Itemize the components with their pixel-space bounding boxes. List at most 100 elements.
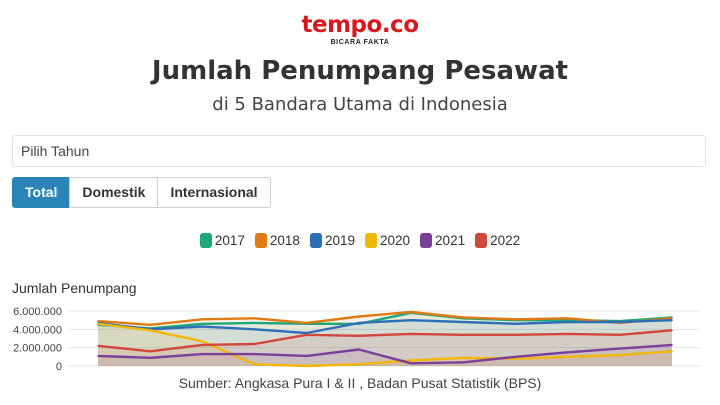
series-line-2019 [97,319,673,335]
data-point-2021 [671,344,673,346]
passenger-area-chart: 6.000.000 4.000.000 2.000.000 0 [13,306,700,370]
series-area-2020 [98,323,672,366]
data-point-2019 [410,319,412,321]
data-point-2019 [619,321,621,323]
legend-label: 2021 [435,233,466,248]
data-point-2018 [671,317,673,320]
legend-swatch [475,233,488,248]
data-point-2019 [201,325,204,328]
tab-internasional[interactable]: Internasional [157,177,271,208]
data-point-2022 [305,334,308,336]
data-point-2018 [97,320,99,322]
data-point-2022 [619,334,621,336]
legend-item-2020[interactable]: 2020 [365,233,410,248]
data-point-2021 [201,353,204,355]
y-tick-label: 6.000.000 [13,306,62,318]
data-point-2022 [201,344,204,346]
legend-label: 2020 [380,233,411,248]
data-point-2020 [305,365,308,367]
series-area-2021 [98,344,672,366]
data-point-2021 [97,355,99,357]
series-line-2021 [97,343,673,365]
y-tick-label: 4.000.000 [13,324,62,336]
legend-item-2022[interactable]: 2022 [475,233,520,248]
data-point-2020 [149,329,151,332]
data-point-2020 [358,363,360,365]
logo-text: tempo.co [301,12,420,38]
data-point-2018 [253,317,256,320]
data-point-2018 [358,315,360,318]
series-line-2017 [97,311,673,330]
chart-legend: 2017 2018 2019 2020 2021 2022 [0,233,720,248]
data-point-2019 [566,321,569,323]
data-point-2021 [566,351,569,354]
series-line-2020 [97,322,673,368]
data-point-2018 [566,317,569,320]
data-point-2018 [410,311,412,313]
data-point-2022 [253,343,256,345]
data-point-2021 [619,347,621,350]
data-point-2022 [514,334,517,336]
series-line-2022 [97,329,673,353]
data-point-2022 [149,350,151,353]
data-point-2018 [462,316,465,319]
data-point-2019 [253,328,256,331]
legend-swatch [420,233,433,248]
data-point-2020 [201,340,204,343]
y-tick-label: 0 [56,361,62,370]
legend-swatch [254,233,267,248]
data-point-2017 [201,323,204,325]
data-point-2020 [671,350,673,353]
data-point-2021 [305,355,308,357]
legend-item-2017[interactable]: 2017 [199,233,245,248]
series-line-2018 [97,310,673,326]
data-point-2018 [201,318,204,321]
legend-item-2021[interactable]: 2021 [420,233,465,248]
legend-swatch [199,233,212,248]
data-point-2021 [358,348,360,351]
data-point-2018 [514,318,517,321]
data-point-2020 [566,356,569,358]
data-point-2021 [253,353,256,355]
data-point-2019 [671,319,673,321]
legend-item-2018[interactable]: 2018 [254,233,300,248]
data-point-2019 [462,321,465,323]
data-point-2022 [97,345,99,347]
data-point-2022 [410,333,412,335]
legend-label: 2019 [324,233,355,248]
page-subtitle: di 5 Bandara Utama di Indonesia [212,94,508,115]
legend-swatch [365,233,377,248]
brand-logo[interactable]: tempo.co BICARA FAKTA [0,12,720,46]
data-point-2019 [514,323,517,325]
data-point-2019 [305,332,308,334]
data-point-2019 [358,322,360,324]
data-point-2020 [410,359,412,362]
y-axis-title: Jumlah Penumpang [12,280,137,296]
data-point-2018 [305,322,308,324]
data-point-2020 [514,357,517,360]
data-point-2020 [97,323,99,325]
legend-label: 2022 [490,233,521,248]
legend-label: 2018 [269,233,300,248]
source-note: Sumber: Angkasa Pura I & II , Badan Pusa… [178,375,542,391]
tab-domestik[interactable]: Domestik [69,177,159,208]
data-point-2022 [566,333,569,335]
data-point-2020 [253,363,256,365]
data-point-2020 [462,357,465,359]
data-point-2021 [462,361,465,364]
data-point-2017 [566,319,569,321]
data-point-2018 [149,324,151,326]
data-point-2021 [410,362,412,365]
data-point-2022 [462,334,465,336]
legend-item-2019[interactable]: 2019 [309,233,355,248]
data-point-2022 [358,335,360,337]
data-point-2022 [671,329,673,332]
data-point-2017 [253,322,256,324]
year-select-label: Pilih Tahun [21,143,90,159]
data-type-tabs: Total Domestik Internasional [12,177,271,208]
y-tick-label: 2.000.000 [13,343,62,355]
tab-total[interactable]: Total [12,177,71,208]
data-point-2021 [149,357,151,359]
legend-label: 2017 [214,233,245,248]
year-select[interactable]: Pilih Tahun [12,135,706,167]
